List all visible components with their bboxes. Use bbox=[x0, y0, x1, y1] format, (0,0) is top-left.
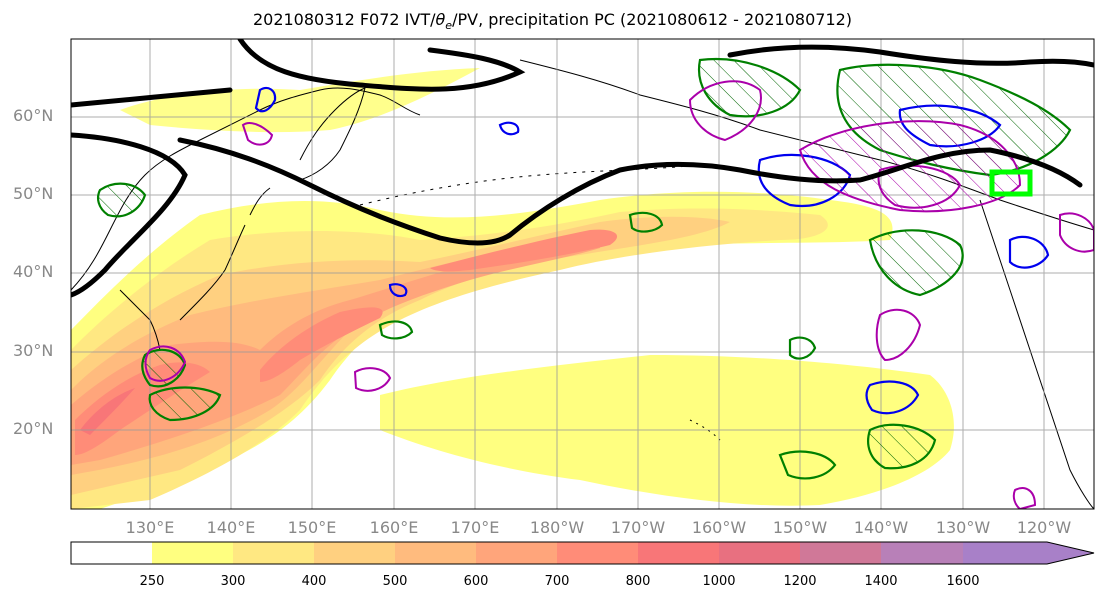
cb-tick-1200: 1200 bbox=[783, 574, 817, 589]
theta-e-north bbox=[727, 44, 1094, 68]
title-prefix: 2021080312 F072 IVT/ bbox=[252, 10, 436, 29]
map-frame bbox=[70, 38, 1095, 510]
green-contour-hawaii bbox=[778, 450, 837, 480]
pv-contour-pac bbox=[353, 367, 392, 392]
green-contour-se bbox=[867, 423, 937, 470]
theta-e-contours bbox=[71, 39, 1094, 298]
theta-e-main bbox=[71, 132, 188, 298]
cb-tick-400: 400 bbox=[301, 574, 327, 589]
blue-contour-east bbox=[865, 380, 920, 415]
map-title: 2021080312 F072 IVT/θe/PV, precipitation… bbox=[0, 10, 1105, 32]
lon-label-160e: 160°E bbox=[369, 518, 419, 537]
blue-contour-n bbox=[254, 86, 277, 113]
cb-tick-600: 600 bbox=[463, 574, 489, 589]
pv-contour-kamchatka bbox=[241, 122, 274, 146]
green-contour-pac bbox=[378, 320, 414, 340]
cb-outline bbox=[70, 541, 1095, 565]
cb-seg-5 bbox=[476, 542, 558, 564]
cb-tick-250: 250 bbox=[139, 574, 165, 589]
lat-label-40n: 40°N bbox=[13, 262, 54, 281]
title-suffix: /PV, precipitation PC (2021080612 - 2021… bbox=[452, 10, 853, 29]
north-america-west bbox=[979, 199, 1094, 509]
cb-seg-0 bbox=[71, 542, 153, 564]
lon-label-140e: 140°E bbox=[206, 518, 256, 537]
cb-seg-7 bbox=[638, 542, 720, 564]
land-outlines bbox=[71, 59, 1094, 509]
cb-tick-800: 800 bbox=[625, 574, 651, 589]
lon-label-130e: 130°E bbox=[125, 518, 175, 537]
lon-label-170w: 170°W bbox=[610, 518, 666, 537]
lat-label-50n: 50°N bbox=[13, 184, 54, 203]
cb-seg-9 bbox=[800, 542, 882, 564]
ivt-shading bbox=[71, 68, 954, 509]
ivt-band-700c bbox=[430, 229, 618, 272]
colorbar bbox=[70, 541, 1095, 565]
pv-contour-mex bbox=[1012, 487, 1037, 509]
green-contour-east bbox=[868, 229, 964, 297]
green-contour-alaska bbox=[697, 58, 802, 118]
asia-coast bbox=[71, 87, 421, 291]
alaska-coast bbox=[519, 59, 1094, 231]
blue-contour-mid2 bbox=[498, 121, 520, 136]
cb-seg-10 bbox=[881, 542, 964, 564]
pv-contour-east bbox=[875, 308, 922, 362]
lat-label-30n: 30°N bbox=[13, 341, 54, 360]
ivt-band-250-north bbox=[120, 68, 480, 133]
cb-seg-3 bbox=[314, 542, 396, 564]
title-theta-sub: e bbox=[445, 19, 453, 33]
cb-tick-1400: 1400 bbox=[864, 574, 898, 589]
lat-label-20n: 20°N bbox=[13, 419, 54, 438]
theta-e-jet bbox=[237, 39, 526, 92]
cb-tick-500: 500 bbox=[382, 574, 408, 589]
cb-seg-6 bbox=[557, 542, 639, 564]
lon-label-160w: 160°W bbox=[691, 518, 747, 537]
cb-seg-4 bbox=[395, 542, 477, 564]
lat-label-60n: 60°N bbox=[13, 106, 54, 125]
pv-contour-bc bbox=[877, 164, 962, 209]
green-contour-mid2 bbox=[628, 211, 664, 233]
lon-label-140w: 140°W bbox=[853, 518, 909, 537]
pv-contour-alaska bbox=[688, 80, 762, 142]
green-contour-sw bbox=[148, 386, 222, 422]
green-contour-mid bbox=[788, 336, 817, 360]
green-contour-japan bbox=[141, 348, 187, 388]
aleutian-chain bbox=[359, 164, 701, 206]
cb-extend-arrow bbox=[963, 542, 1094, 564]
lon-label-180w: 180°W bbox=[529, 518, 585, 537]
lon-label-130w: 130°W bbox=[935, 518, 991, 537]
ivt-band-800 bbox=[80, 388, 135, 435]
cb-tick-700: 700 bbox=[544, 574, 570, 589]
lon-label-150w: 150°W bbox=[772, 518, 828, 537]
ivt-band-700b bbox=[260, 307, 383, 382]
blue-contour-west bbox=[1008, 235, 1050, 269]
blue-contour-mid bbox=[388, 283, 408, 298]
cb-seg-1 bbox=[152, 542, 234, 564]
cb-tick-300: 300 bbox=[220, 574, 246, 589]
green-contour-manchuria bbox=[97, 182, 147, 218]
cb-seg-8 bbox=[719, 542, 801, 564]
ivt-band-700 bbox=[75, 362, 210, 455]
theta-e-nw bbox=[71, 87, 233, 108]
target-region-box bbox=[989, 169, 1033, 197]
cb-seg-2 bbox=[233, 542, 315, 564]
lon-label-120w: 120°W bbox=[1016, 518, 1072, 537]
japan-islands bbox=[179, 187, 271, 321]
lon-label-170e: 170°E bbox=[450, 518, 500, 537]
pv-contour-e2 bbox=[1059, 212, 1094, 253]
pv-contour-japan bbox=[144, 345, 187, 382]
lon-label-150e: 150°E bbox=[287, 518, 337, 537]
title-theta: θ bbox=[435, 10, 446, 29]
theta-e-band bbox=[177, 137, 1083, 246]
cb-tick-1600: 1600 bbox=[946, 574, 980, 589]
cb-tick-1000: 1000 bbox=[702, 574, 736, 589]
kamchatka bbox=[299, 87, 366, 181]
